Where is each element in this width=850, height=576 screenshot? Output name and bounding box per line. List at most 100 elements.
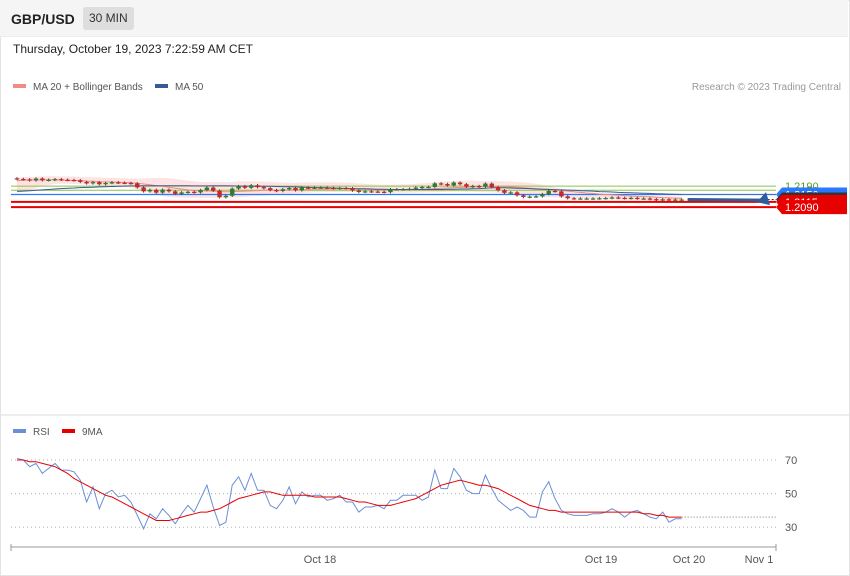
- rsi-pane: RSI 9MA 70 50 30: [11, 427, 797, 534]
- candle-up: [280, 189, 286, 191]
- candle-down: [211, 187, 216, 191]
- candle-down: [654, 199, 659, 201]
- rsi-tick-label: 30: [785, 522, 797, 534]
- candle-down: [122, 182, 127, 184]
- candle-down: [521, 195, 526, 198]
- candle-up: [46, 179, 51, 181]
- legend-ma20-swatch: [13, 84, 26, 88]
- candle-up: [179, 192, 184, 194]
- candle-up: [451, 182, 456, 186]
- symbol-title: GBP/USD: [11, 11, 75, 27]
- candle-up: [609, 197, 615, 199]
- candle-up: [90, 182, 96, 184]
- candle-up: [679, 199, 684, 201]
- candle-down: [375, 191, 381, 193]
- candle-down: [242, 186, 248, 188]
- timestamp: Thursday, October 19, 2023 7:22:59 AM CE…: [13, 42, 253, 56]
- candle-down: [217, 190, 222, 198]
- candle-up: [413, 187, 418, 189]
- candle-up: [483, 183, 488, 187]
- candle-down: [78, 180, 83, 182]
- candle-up: [147, 189, 153, 192]
- x-tick-label: Oct 20: [673, 554, 705, 566]
- candle-down: [445, 184, 450, 186]
- rsi-line: [16, 457, 682, 531]
- candle-down: [489, 183, 494, 188]
- candle-up: [546, 190, 551, 195]
- candle-down: [457, 182, 463, 185]
- candle-down: [502, 190, 507, 193]
- candle-down: [173, 191, 178, 194]
- candle-down: [14, 178, 20, 180]
- watermark: Research © 2023 Trading Central: [692, 82, 841, 93]
- price-pane: MA 20 + Bollinger Bands MA 50 Research © 2…: [1, 82, 849, 416]
- candle-down: [559, 191, 564, 197]
- candle-up: [185, 191, 191, 193]
- interval-badge[interactable]: 30 MIN: [83, 7, 134, 30]
- candle-up: [597, 198, 602, 200]
- candle-down: [192, 191, 197, 193]
- candle-up: [286, 187, 292, 190]
- candle-up: [388, 189, 393, 193]
- candle-down: [293, 187, 298, 191]
- candle-down: [495, 187, 501, 191]
- candle-down: [65, 179, 70, 181]
- candle-up: [400, 189, 406, 191]
- candle-up: [318, 187, 324, 189]
- candle-down: [381, 191, 387, 193]
- legend-ma20-label: MA 20 + Bollinger Bands: [33, 82, 143, 93]
- candle-down: [369, 191, 374, 193]
- candle-down: [331, 187, 336, 190]
- candle-down: [268, 188, 273, 191]
- candle-down: [343, 187, 349, 190]
- candle-up: [230, 188, 235, 196]
- forecast-arrow-shaft: [687, 198, 765, 202]
- x-tick-label: Oct 18: [304, 554, 336, 566]
- candle-up: [33, 178, 39, 181]
- rsi-tick-label: 50: [785, 489, 797, 501]
- time-axis: Oct 18 Oct 19 Oct 20 Nov 1: [10, 544, 777, 566]
- candle-down: [27, 179, 32, 181]
- candle-down: [84, 181, 89, 184]
- candle-down: [128, 182, 134, 185]
- candle-up: [540, 194, 545, 197]
- candle-down: [305, 187, 311, 189]
- candle-up: [426, 186, 431, 189]
- level-label-support: 1.2090: [785, 202, 819, 214]
- rsi-tick-label: 70: [785, 455, 797, 467]
- legend-9ma-label: 9MA: [82, 427, 103, 438]
- candle-up: [673, 199, 678, 201]
- ma50-line: [16, 185, 682, 195]
- x-tick-label: Nov 1: [745, 554, 774, 566]
- candle-down: [40, 178, 45, 181]
- candle-down: [571, 198, 577, 200]
- rsi-ma-line: [17, 459, 682, 521]
- candle-down: [350, 188, 355, 191]
- candle-up: [52, 179, 58, 181]
- candle-down: [438, 183, 444, 185]
- candle-up: [470, 186, 475, 188]
- candle-down: [97, 182, 102, 185]
- candle-down: [154, 189, 159, 193]
- candle-down: [255, 185, 260, 188]
- candle-down: [141, 187, 146, 192]
- candle-down: [622, 197, 627, 200]
- candle-up: [236, 186, 241, 189]
- legend-ma50-label: MA 50: [175, 82, 204, 93]
- candle-down: [565, 196, 570, 199]
- candle-down: [116, 182, 121, 184]
- candle-up: [432, 183, 437, 187]
- candle-down: [552, 190, 558, 193]
- candle-up: [394, 189, 399, 191]
- candle-down: [21, 178, 26, 181]
- candle-up: [337, 187, 343, 190]
- candle-up: [419, 186, 425, 189]
- candle-down: [647, 198, 653, 200]
- candle-down: [616, 197, 621, 199]
- chart-header: GBP/USD 30 MIN: [0, 0, 848, 37]
- candle-up: [533, 196, 539, 198]
- candle-up: [198, 190, 203, 193]
- x-tick-label: Oct 19: [585, 554, 617, 566]
